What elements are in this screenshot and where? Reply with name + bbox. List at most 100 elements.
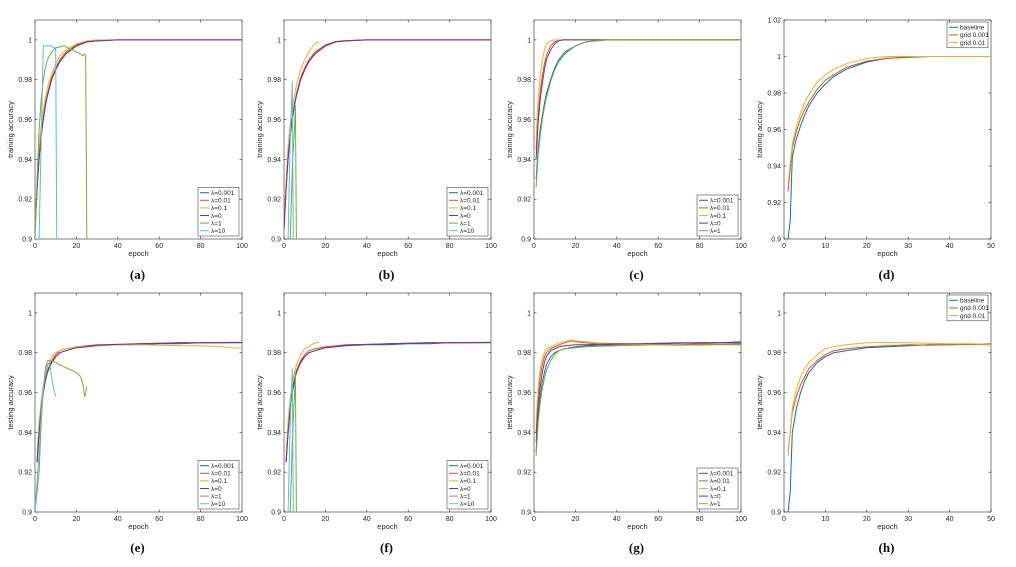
x-tick-label: 20	[322, 516, 330, 523]
x-tick-label: 100	[735, 516, 747, 523]
series-line-6	[35, 45, 58, 239]
y-axis-label: testing accuracy	[6, 375, 15, 429]
legend-label: λ=0.001	[710, 471, 734, 478]
legend-label: λ=1	[211, 220, 222, 227]
x-tick-label: 60	[155, 243, 163, 250]
legend-label: λ=1	[211, 493, 222, 500]
y-tick-label: 0.9	[22, 509, 32, 516]
legend-label: λ=0.01	[211, 198, 231, 205]
chart-panel-g: 0 20 40 60 80 100 0.9 0.92 0.94 0.96 0.98 1 epoch tes…	[505, 292, 747, 555]
legend-label: λ=0	[211, 486, 222, 493]
y-tick-label: 0.96	[517, 117, 531, 124]
y-tick-label: 0.96	[18, 117, 32, 124]
x-tick-label: 80	[197, 516, 205, 523]
x-tick-label: 80	[696, 243, 704, 250]
y-tick-label: 0.96	[267, 390, 281, 397]
y-tick-label: 1	[28, 310, 32, 317]
chart-panel-e: 0 20 40 60 80 100 0.9 0.92 0.94 0.96 0.98 1 epoch tes…	[6, 292, 248, 555]
legend-label: λ=0.001	[460, 190, 484, 197]
x-tick-label: 0	[282, 516, 286, 523]
y-axis-label: training accuracy	[6, 101, 15, 158]
x-tick-label: 40	[946, 243, 954, 250]
chart-panel-d: 0 10 20 30 40 50 0.9 0.92 0.94 0.96 0.98 1 1.02 epoch…	[755, 17, 995, 282]
legend-label: λ=0.001	[211, 463, 235, 470]
legend-label: λ=0.001	[211, 190, 235, 197]
y-tick-label: 0.92	[267, 197, 281, 204]
x-tick-label: 0	[532, 516, 536, 523]
legend-label: baseline	[960, 298, 985, 305]
series-group	[285, 341, 491, 512]
legend-label: grid 0.001	[960, 305, 989, 312]
x-tick-label: 40	[946, 516, 954, 523]
x-tick-label: 60	[404, 516, 412, 523]
x-tick-label: 0	[33, 516, 37, 523]
y-axis-label: testing accuracy	[255, 375, 264, 429]
y-tick-label: 0.92	[267, 470, 281, 477]
legend-label: λ=0.01	[710, 478, 730, 485]
x-tick-label: 50	[987, 243, 995, 250]
y-tick-label: 0.92	[767, 470, 781, 477]
series-line-6	[287, 81, 294, 239]
x-tick-label: 100	[735, 243, 747, 250]
y-tick-label: 1	[277, 310, 281, 317]
legend-label: λ=0.1	[211, 478, 227, 485]
x-tick-label: 0	[532, 243, 536, 250]
y-tick-label: 0.94	[767, 163, 781, 170]
y-tick-label: 1	[28, 37, 32, 44]
x-tick-label: 100	[236, 243, 248, 250]
panel-caption: (a)	[130, 267, 145, 282]
legend-label: λ=10	[211, 228, 226, 235]
y-tick-label: 0.9	[521, 509, 531, 516]
panel-caption: (g)	[629, 540, 644, 555]
x-tick-label: 40	[363, 243, 371, 250]
x-axis-label: epoch	[627, 522, 647, 531]
x-tick-label: 20	[572, 243, 580, 250]
chart-panel-h: 0 10 20 30 40 50 0.9 0.92 0.94 0.96 0.98 1 epoch test…	[755, 292, 995, 555]
x-tick-label: 10	[822, 243, 830, 250]
series-line-6	[287, 368, 294, 512]
y-axis-label: training accuracy	[505, 101, 514, 158]
y-tick-label: 0.96	[517, 390, 531, 397]
x-tick-label: 30	[904, 516, 912, 523]
y-tick-label: 0.96	[18, 390, 32, 397]
y-tick-label: 1	[777, 310, 781, 317]
x-tick-label: 100	[236, 516, 248, 523]
legend-label: λ=1	[460, 493, 471, 500]
legend-box	[446, 187, 489, 237]
panel-caption: (e)	[130, 540, 144, 555]
legend-label: λ=0	[460, 486, 471, 493]
legend-label: baseline	[960, 25, 985, 32]
x-tick-label: 60	[654, 516, 662, 523]
legend-label: λ=10	[460, 501, 475, 508]
chart-panel-c: 0 20 40 60 80 100 0.9 0.92 0.94 0.96 0.98 1 epoch tra…	[505, 19, 747, 282]
x-tick-label: 100	[485, 516, 497, 523]
y-tick-label: 0.98	[18, 77, 32, 84]
y-tick-label: 0.98	[267, 77, 281, 84]
y-tick-label: 0.9	[271, 236, 281, 243]
legend-label: λ=0.1	[460, 478, 476, 485]
legend-label: λ=0.001	[710, 198, 734, 205]
y-tick-label: 0.9	[22, 236, 32, 243]
series-line-5	[535, 39, 741, 188]
legend-box	[197, 187, 240, 237]
y-axis-label: testing accuracy	[505, 375, 514, 429]
legend-label: λ=1	[710, 501, 721, 508]
legend-label: λ=0.01	[460, 198, 480, 205]
legend-label: λ=0.1	[710, 213, 726, 220]
panel-caption: (c)	[629, 267, 643, 282]
legend-box	[197, 460, 240, 510]
legend-label: λ=1	[460, 220, 471, 227]
legend-label: λ=1	[710, 228, 721, 235]
legend-label: λ=0.001	[460, 463, 484, 470]
x-tick-label: 60	[155, 516, 163, 523]
x-axis-label: epoch	[128, 249, 148, 258]
series-group	[787, 56, 991, 239]
series-group	[35, 341, 242, 512]
x-tick-label: 80	[446, 243, 454, 250]
series-line-3	[787, 56, 991, 185]
series-line-5	[289, 105, 297, 239]
